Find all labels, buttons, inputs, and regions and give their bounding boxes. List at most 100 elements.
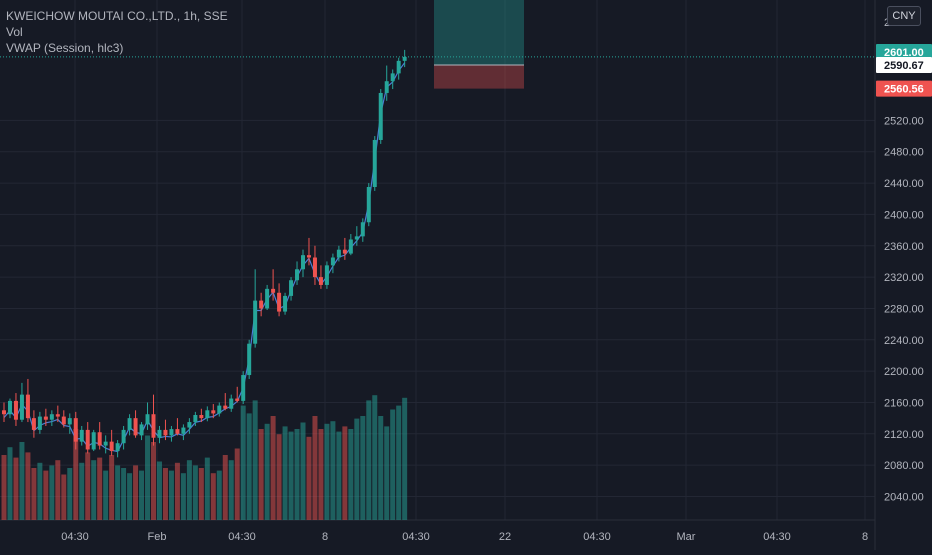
time-tick-label: Feb bbox=[148, 531, 167, 543]
currency-button[interactable]: CNY bbox=[887, 6, 921, 26]
candle-body[interactable] bbox=[211, 410, 216, 414]
candle-body[interactable] bbox=[67, 418, 72, 425]
candle-body[interactable] bbox=[79, 429, 84, 442]
candle-body[interactable] bbox=[330, 257, 335, 266]
candle-body[interactable] bbox=[187, 422, 192, 428]
candle-body[interactable] bbox=[324, 265, 329, 285]
volume-bar bbox=[109, 455, 115, 520]
long-position-target-zone[interactable] bbox=[434, 0, 524, 66]
candle-body[interactable] bbox=[49, 414, 54, 420]
candle-body[interactable] bbox=[91, 432, 96, 450]
candle-body[interactable] bbox=[283, 295, 288, 312]
candle-body[interactable] bbox=[342, 249, 347, 254]
candle-body[interactable] bbox=[372, 139, 377, 187]
candle-body[interactable] bbox=[163, 429, 168, 436]
candle-body[interactable] bbox=[259, 300, 264, 309]
candle-body[interactable] bbox=[241, 375, 246, 401]
price-axis-label-text: 2590.67 bbox=[884, 60, 924, 72]
volume-bar bbox=[288, 431, 294, 520]
candle-body[interactable] bbox=[2, 410, 6, 415]
volume-bar bbox=[19, 442, 25, 520]
volume-bar bbox=[1, 455, 7, 520]
candle-body[interactable] bbox=[229, 398, 234, 409]
price-tick-label: 2360.00 bbox=[884, 241, 924, 253]
time-tick-label: 04:30 bbox=[402, 531, 430, 543]
volume-bar bbox=[222, 455, 228, 520]
volume-bar bbox=[240, 405, 246, 520]
candle-body[interactable] bbox=[306, 255, 311, 258]
candle-body[interactable] bbox=[295, 269, 300, 281]
candle-body[interactable] bbox=[223, 405, 228, 409]
volume-bar bbox=[162, 468, 168, 520]
candle-body[interactable] bbox=[85, 429, 90, 450]
candle-body[interactable] bbox=[205, 410, 210, 419]
candle-body[interactable] bbox=[348, 239, 353, 254]
candle-body[interactable] bbox=[73, 418, 78, 442]
volume-bar bbox=[372, 395, 378, 520]
vwap-indicator-label[interactable]: VWAP (Session, hlc3) bbox=[6, 41, 124, 55]
candle-body[interactable] bbox=[151, 414, 156, 438]
candle-body[interactable] bbox=[19, 394, 24, 420]
volume-indicator-label[interactable]: Vol bbox=[6, 25, 23, 39]
candle-body[interactable] bbox=[127, 418, 132, 430]
candle-body[interactable] bbox=[169, 429, 174, 436]
volume-bar bbox=[168, 470, 174, 520]
volume-bar bbox=[366, 400, 372, 520]
candle-body[interactable] bbox=[175, 429, 180, 434]
candle-body[interactable] bbox=[31, 418, 36, 430]
candle-body[interactable] bbox=[289, 280, 294, 296]
candle-body[interactable] bbox=[181, 427, 186, 434]
candle-body[interactable] bbox=[61, 416, 66, 425]
candle-body[interactable] bbox=[37, 416, 42, 430]
candle-body[interactable] bbox=[13, 400, 18, 420]
candle-body[interactable] bbox=[378, 92, 383, 140]
candle-body[interactable] bbox=[265, 288, 270, 309]
candle-body[interactable] bbox=[43, 416, 48, 420]
candle-body[interactable] bbox=[7, 400, 12, 415]
candle-body[interactable] bbox=[360, 222, 365, 237]
symbol-title[interactable]: KWEICHOW MOUTAI CO.,LTD., 1h, SSE bbox=[6, 9, 228, 23]
candle-body[interactable] bbox=[55, 414, 60, 417]
volume-bar bbox=[7, 447, 13, 520]
candle-body[interactable] bbox=[157, 429, 162, 438]
candle-body[interactable] bbox=[336, 249, 341, 258]
candle-body[interactable] bbox=[133, 418, 138, 436]
candle-body[interactable] bbox=[301, 255, 305, 270]
candle-body[interactable] bbox=[253, 300, 258, 344]
candle-body[interactable] bbox=[390, 73, 395, 82]
candle-body[interactable] bbox=[121, 429, 126, 444]
candle-body[interactable] bbox=[97, 432, 102, 446]
long-position-stop-zone[interactable] bbox=[434, 65, 524, 89]
candle-body[interactable] bbox=[271, 288, 276, 293]
candle-body[interactable] bbox=[402, 56, 407, 61]
candle-body[interactable] bbox=[277, 292, 282, 312]
candle-body[interactable] bbox=[193, 415, 198, 423]
volume-bar bbox=[139, 470, 145, 520]
candle-body[interactable] bbox=[366, 186, 371, 223]
volume-bar bbox=[330, 421, 336, 520]
candle-body[interactable] bbox=[139, 424, 144, 436]
price-tick-label: 2320.00 bbox=[884, 272, 924, 284]
candle-body[interactable] bbox=[109, 441, 114, 452]
volume-bar bbox=[198, 468, 204, 520]
candle-body[interactable] bbox=[384, 81, 389, 93]
volume-bar bbox=[210, 473, 216, 520]
candle-body[interactable] bbox=[103, 441, 108, 446]
candle-body[interactable] bbox=[318, 277, 323, 285]
candle-body[interactable] bbox=[25, 394, 30, 419]
candle-body[interactable] bbox=[115, 443, 120, 452]
volume-bar bbox=[396, 405, 402, 520]
candle-body[interactable] bbox=[312, 257, 317, 278]
candle-body[interactable] bbox=[199, 415, 204, 419]
candle-body[interactable] bbox=[354, 236, 359, 240]
candle-body[interactable] bbox=[396, 60, 401, 74]
candle-body[interactable] bbox=[217, 405, 222, 414]
price-tick-label: 2120.00 bbox=[884, 429, 924, 441]
candle-body[interactable] bbox=[247, 343, 252, 376]
volume-bar bbox=[360, 416, 366, 520]
candle-body[interactable] bbox=[145, 414, 150, 425]
candle-body[interactable] bbox=[235, 398, 240, 401]
volume-bar bbox=[300, 422, 306, 520]
